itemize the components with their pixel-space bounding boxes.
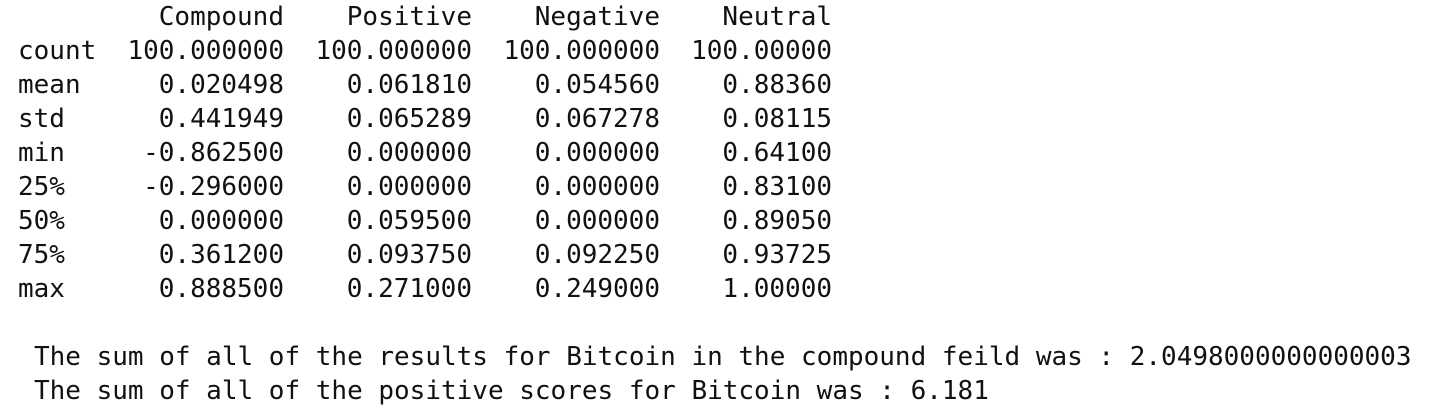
- compound-sum-line: The sum of all of the results for Bitcoi…: [34, 342, 1412, 372]
- column-header-compound: Compound: [158, 2, 284, 32]
- row-index-label: 50%: [18, 206, 65, 236]
- table-cell: -0.862500: [143, 138, 284, 168]
- table-cell: 0.249000: [534, 274, 660, 304]
- table-cell: 100.000000: [127, 36, 284, 66]
- table-cell: 0.059500: [346, 206, 472, 236]
- header-row: Compound Positive Negative Neutral: [18, 0, 832, 34]
- row-index-label: 25%: [18, 172, 65, 202]
- row-index-label: count: [18, 36, 97, 66]
- table-cell: 0.361200: [158, 240, 284, 270]
- table-cell: -0.296000: [143, 172, 284, 202]
- table-row: 25% -0.296000 0.000000 0.000000 0.83100: [18, 170, 832, 204]
- index-header: [18, 0, 126, 34]
- table-cell: 0.83100: [722, 172, 832, 202]
- describe-output: Compound Positive Negative Neutral count…: [18, 0, 832, 306]
- table-cell: 100.00000: [691, 36, 832, 66]
- table-row: std 0.441949 0.065289 0.067278 0.08115: [18, 102, 832, 136]
- column-header-neutral: Neutral: [722, 2, 832, 32]
- table-cell: 1.00000: [722, 274, 832, 304]
- table-cell: 0.054560: [534, 70, 660, 100]
- table-cell: 0.000000: [158, 206, 284, 236]
- table-cell: 0.020498: [158, 70, 284, 100]
- table-cell: 0.89050: [722, 206, 832, 236]
- column-header-negative: Negative: [534, 2, 660, 32]
- describe-body: count 100.000000 100.000000 100.000000 100.0…: [18, 34, 832, 306]
- table-cell: 0.000000: [534, 138, 660, 168]
- table-cell: 0.000000: [534, 206, 660, 236]
- table-cell: 0.93725: [722, 240, 832, 270]
- table-row: min -0.862500 0.000000 0.000000 0.64100: [18, 136, 832, 170]
- column-header-positive: Positive: [346, 2, 472, 32]
- table-cell: 0.093750: [346, 240, 472, 270]
- table-row: mean 0.020498 0.061810 0.054560 0.88360: [18, 68, 832, 102]
- row-index-label: max: [18, 274, 65, 304]
- row-index-label: mean: [18, 70, 81, 100]
- table-cell: 0.64100: [722, 138, 832, 168]
- table-cell: 0.000000: [346, 138, 472, 168]
- row-index-label: min: [18, 138, 65, 168]
- table-cell: 0.88360: [722, 70, 832, 100]
- positive-sum-line: The sum of all of the positive scores fo…: [34, 376, 989, 406]
- table-cell: 0.067278: [534, 104, 660, 134]
- table-row: max 0.888500 0.271000 0.249000 1.00000: [18, 272, 832, 306]
- table-cell: 0.271000: [346, 274, 472, 304]
- table-row: count 100.000000 100.000000 100.000000 100.0…: [18, 34, 832, 68]
- table-cell: 0.061810: [346, 70, 472, 100]
- table-cell: 0.000000: [346, 172, 472, 202]
- describe-table: Compound Positive Negative Neutral count…: [18, 0, 832, 306]
- table-cell: 100.000000: [503, 36, 660, 66]
- table-cell: 0.08115: [722, 104, 832, 134]
- table-row: 50% 0.000000 0.059500 0.000000 0.89050: [18, 204, 832, 238]
- table-cell: 0.441949: [158, 104, 284, 134]
- table-cell: 0.888500: [158, 274, 284, 304]
- table-cell: 0.065289: [346, 104, 472, 134]
- table-cell: 100.000000: [315, 36, 472, 66]
- table-cell: 0.092250: [534, 240, 660, 270]
- summary-output: The sum of all of the results for Bitcoi…: [34, 340, 1412, 408]
- table-row: 75% 0.361200 0.093750 0.092250 0.93725: [18, 238, 832, 272]
- table-cell: 0.000000: [534, 172, 660, 202]
- row-index-label: 75%: [18, 240, 65, 270]
- row-index-label: std: [18, 104, 65, 134]
